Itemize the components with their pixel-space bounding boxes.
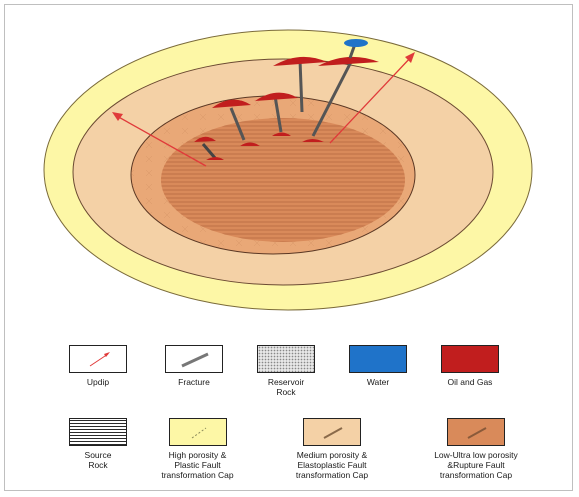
reservoir-swatch — [257, 345, 315, 373]
fracture-3 — [255, 92, 298, 136]
fracture-1 — [194, 136, 224, 160]
legend-label: Low-Ultra low porosity &Rupture Fault tr… — [434, 450, 518, 480]
legend-label: Water — [366, 377, 390, 387]
reservoir-lines — [161, 118, 405, 242]
legend-label: Medium porosity & Elastoplastic Fault tr… — [295, 450, 369, 480]
legend-updip: Updip — [58, 345, 138, 387]
legend-label: High porosity & Plastic Fault transforma… — [161, 450, 234, 480]
updip-arrow-right — [329, 52, 415, 144]
legend-fracture: Fracture — [154, 345, 234, 387]
legend-source-rock: Source Rock — [58, 418, 138, 470]
fracture-swatch — [165, 345, 223, 373]
updip-swatch — [69, 345, 127, 373]
legend-medium-porosity: Medium porosity & Elastoplastic Fault tr… — [272, 418, 392, 480]
legend-label: Source Rock — [84, 450, 112, 470]
water-swatch — [349, 345, 407, 373]
legend-label: Reservoir Rock — [267, 377, 305, 397]
oil-gas-swatch — [441, 345, 499, 373]
legend-water: Water — [338, 345, 418, 387]
source-rock-swatch — [69, 418, 127, 446]
legend-label: Updip — [86, 377, 110, 387]
legend-low-porosity: Low-Ultra low porosity &Rupture Fault tr… — [406, 418, 546, 480]
legend-high-porosity: High porosity & Plastic Fault transforma… — [145, 418, 250, 480]
legend-label: Oil and Gas — [447, 377, 493, 387]
fracture-4 — [273, 56, 327, 113]
water-accumulation — [344, 39, 368, 59]
medium-porosity-swatch — [303, 418, 361, 446]
updip-arrow-left — [112, 112, 207, 167]
low-porosity-swatch — [447, 418, 505, 446]
trap-diagram — [43, 29, 533, 311]
legend-label: Fracture — [178, 377, 210, 387]
fracture-5 — [302, 56, 379, 142]
high-porosity-swatch — [168, 418, 227, 446]
legend-oil-gas: Oil and Gas — [430, 345, 510, 387]
fracture-2 — [212, 99, 260, 146]
legend-reservoir: Reservoir Rock — [246, 345, 326, 397]
